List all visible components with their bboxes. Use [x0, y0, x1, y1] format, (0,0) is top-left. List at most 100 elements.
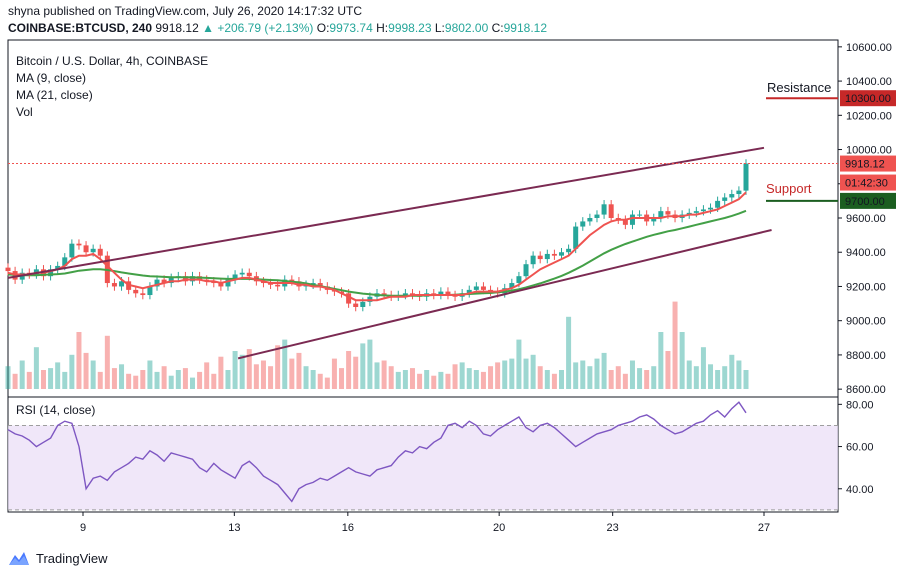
candle	[69, 243, 75, 258]
candle	[665, 211, 671, 215]
volume-bar	[693, 366, 699, 389]
volume-bar	[275, 345, 281, 389]
volume-bar	[360, 343, 366, 389]
volume-bar	[260, 360, 266, 389]
high-label: H:	[376, 21, 389, 35]
tradingview-logo-icon	[9, 552, 29, 565]
tradingview-footer[interactable]: TradingView	[8, 550, 108, 566]
volume-bar	[374, 362, 380, 389]
volume-bar	[40, 370, 46, 389]
support-tag-bg	[840, 192, 896, 209]
volume-bar	[346, 351, 352, 389]
y-tick-label: 9600.00	[846, 213, 886, 225]
ma21-legend: MA (21, close)	[16, 88, 93, 102]
volume-bar	[197, 371, 203, 389]
candle	[622, 219, 628, 225]
volume-bar	[708, 364, 714, 389]
candle	[594, 214, 600, 218]
volume-bar	[736, 360, 742, 389]
volume-bar	[445, 373, 451, 389]
volume-bar	[154, 371, 160, 389]
volume-bar	[480, 371, 486, 389]
volume-bar	[289, 358, 295, 389]
price-change: ▲ +206.79 (+2.13%)	[202, 21, 314, 35]
candle	[708, 207, 714, 210]
y-tick-label: 9000.00	[846, 316, 886, 328]
candle	[580, 221, 586, 227]
resistance-label: Resistance	[767, 80, 831, 95]
y-tick-label: 8600.00	[846, 384, 886, 396]
resistance-tag-bg	[840, 90, 896, 107]
volume-bar	[722, 366, 728, 389]
candle	[239, 272, 245, 275]
volume-bar	[608, 370, 614, 389]
candle	[743, 163, 749, 191]
candle	[544, 253, 550, 260]
volume-bar	[559, 370, 564, 389]
candle	[62, 257, 68, 266]
price-tag: 9918.12	[845, 159, 885, 171]
volume-bar	[495, 362, 501, 389]
symbol-label: COINBASE:BTCUSD, 240	[8, 21, 153, 35]
support-label: Support	[766, 181, 812, 196]
volume-bar	[126, 373, 132, 389]
candle	[5, 267, 11, 272]
last-price: 9918.12	[155, 21, 199, 35]
volume-bar	[5, 366, 11, 389]
volume-bar	[331, 358, 337, 389]
candle	[693, 211, 699, 213]
volume-bar	[168, 375, 174, 389]
volume-bar	[239, 354, 245, 389]
volume-bar	[409, 368, 415, 389]
volume-bar	[147, 360, 153, 389]
x-tick-label: 23	[607, 522, 619, 534]
volume-bar	[459, 362, 465, 389]
price-tag-bg	[840, 155, 896, 172]
countdown-tag-bg	[840, 174, 896, 191]
volume-bar	[303, 366, 309, 389]
volume-bar	[246, 349, 252, 389]
volume-bar	[175, 370, 181, 389]
candle	[346, 293, 352, 304]
volume-bar	[204, 362, 210, 389]
candle	[566, 248, 572, 253]
candle	[246, 272, 252, 277]
volume-bar	[580, 360, 586, 389]
volume-bar	[253, 364, 259, 389]
y-tick-label: 8800.00	[846, 350, 886, 362]
volume-bar	[69, 354, 75, 389]
rsi-tick-label: 40.00	[846, 484, 874, 496]
candle	[317, 283, 323, 287]
volume-bar	[573, 362, 579, 389]
resistance-tag: 10300.00	[845, 93, 891, 105]
volume-bar	[367, 339, 373, 389]
volume-bar	[317, 373, 323, 389]
volume-bar	[395, 371, 401, 389]
candle	[147, 286, 153, 296]
volume-bar	[161, 366, 167, 389]
volume-bar	[417, 373, 423, 389]
candle	[55, 265, 61, 270]
candle	[729, 194, 735, 198]
volume-bar	[353, 356, 359, 389]
volume-bar	[431, 375, 437, 389]
candle	[445, 291, 451, 296]
volume-bar	[182, 368, 188, 389]
candle	[218, 283, 224, 287]
x-tick-label: 9	[80, 522, 86, 534]
candle	[573, 226, 579, 249]
y-tick-label: 9200.00	[846, 281, 886, 293]
candle	[119, 281, 125, 287]
volume-bar	[310, 370, 316, 389]
volume-bar	[672, 301, 678, 389]
volume-bar	[19, 360, 25, 389]
volume-bar	[296, 352, 302, 389]
candle	[551, 253, 557, 256]
close-label: C:	[491, 21, 504, 35]
candle	[140, 293, 146, 296]
candle	[402, 293, 408, 296]
volume-bar	[33, 347, 39, 389]
y-tick-label: 10000.00	[846, 145, 892, 157]
volume-bar	[381, 360, 387, 389]
